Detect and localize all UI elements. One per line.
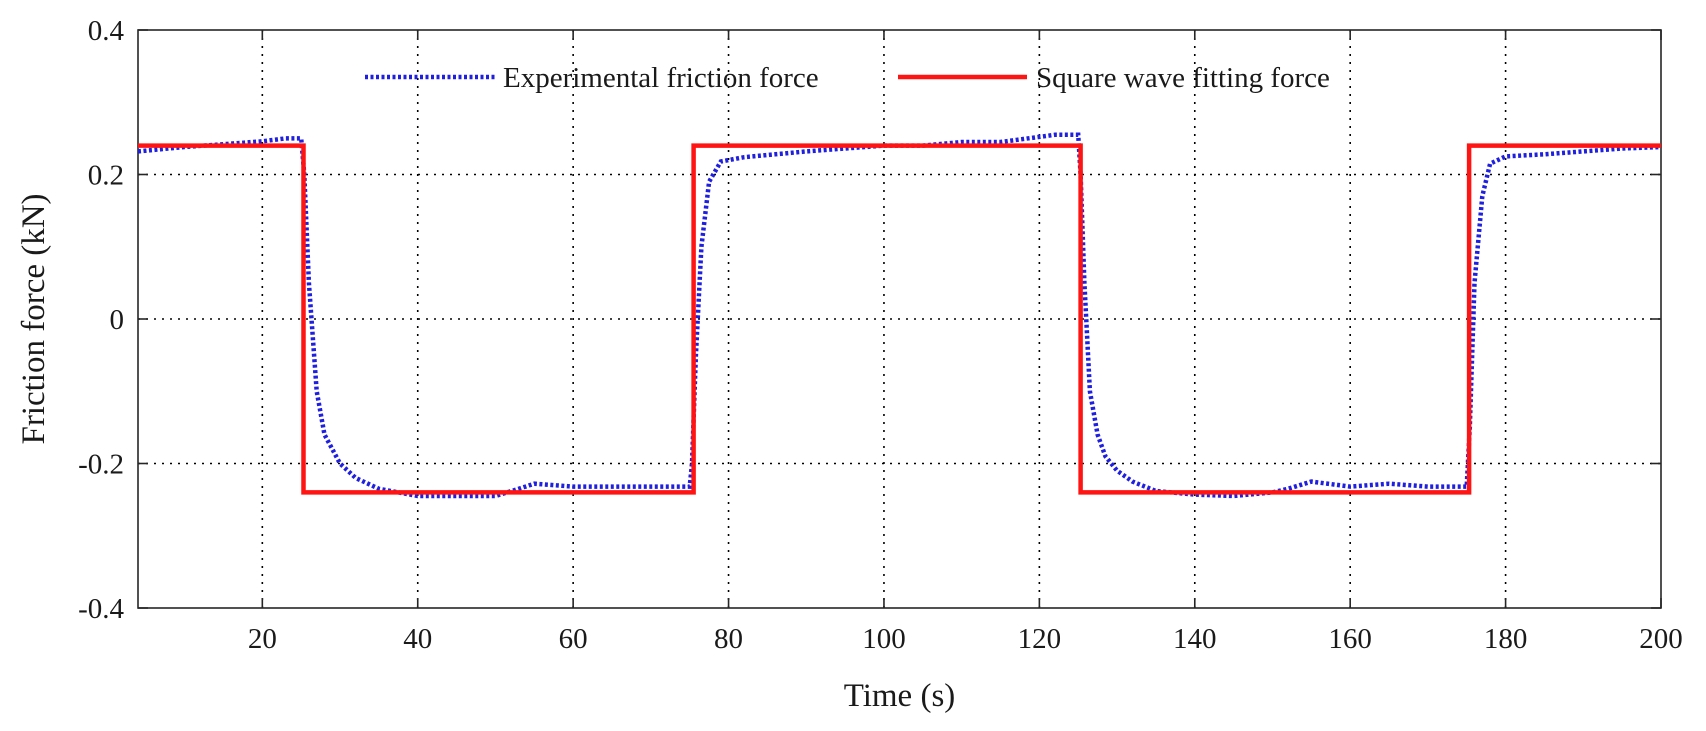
x-tick-label: 100 <box>862 623 906 655</box>
x-tick-label: 80 <box>714 623 743 655</box>
y-tick-label: 0.2 <box>88 160 124 192</box>
x-tick-label: 140 <box>1173 623 1217 655</box>
legend-label-square-wave: Square wave fitting force <box>1036 62 1330 94</box>
x-tick-label: 20 <box>248 623 277 655</box>
series-line-experimental <box>137 132 1662 499</box>
x-tick-label: 160 <box>1328 623 1372 655</box>
x-tick-label: 60 <box>559 623 588 655</box>
y-tick-label: -0.2 <box>78 449 124 481</box>
x-tick-label: 180 <box>1484 623 1528 655</box>
x-tick-label: 120 <box>1018 623 1062 655</box>
x-axis-label: Time (s) <box>844 678 956 714</box>
axis-ticks: 20 40 60 80 100 120 140 160 180 200 -0.4 -0.2 0 0.2 0.… <box>78 15 1683 655</box>
y-tick-label: -0.4 <box>78 593 124 625</box>
x-tick-label: 40 <box>403 623 432 655</box>
legend: Experimental friction force Square wave … <box>365 62 1330 94</box>
y-axis-label: Friction force (kN) <box>16 193 52 444</box>
y-tick-label: 0 <box>110 304 125 336</box>
grid <box>138 30 1661 608</box>
series-layer <box>137 132 1662 499</box>
y-tick-label: 0.4 <box>88 15 125 47</box>
legend-label-experimental: Experimental friction force <box>503 62 819 94</box>
x-tick-label: 200 <box>1639 623 1683 655</box>
series-line-square-wave <box>138 143 1661 495</box>
